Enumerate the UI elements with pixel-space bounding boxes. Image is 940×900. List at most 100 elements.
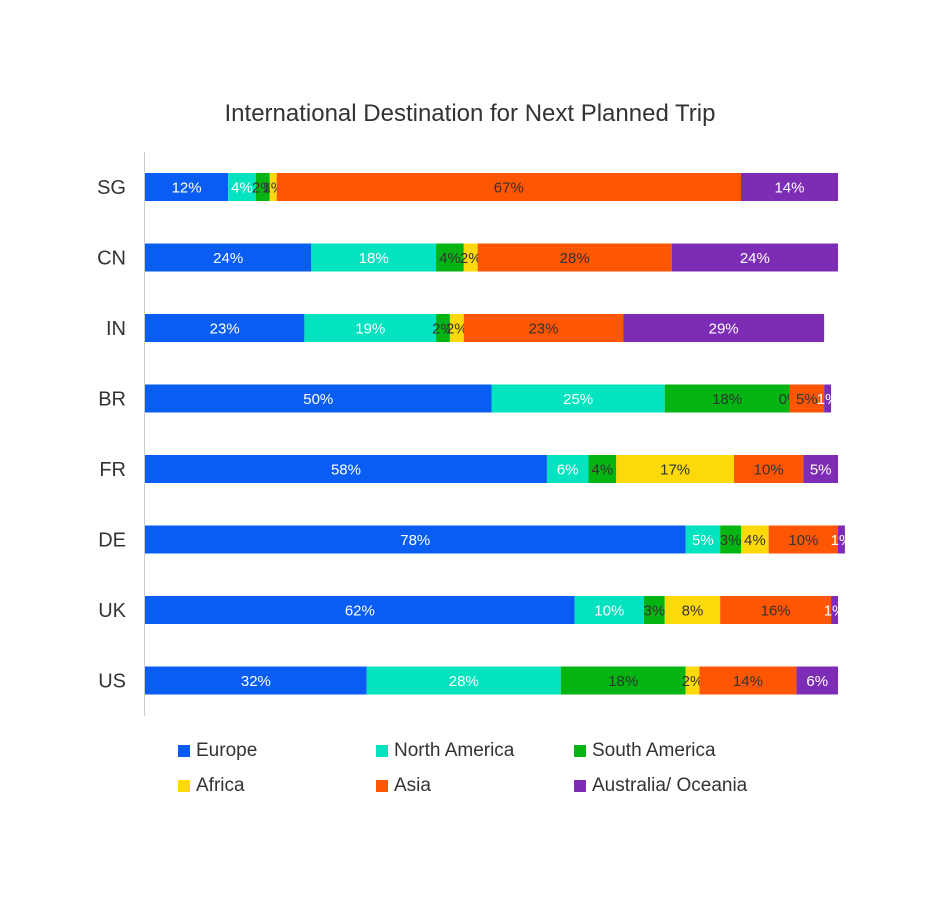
data-label-us-asia: 14% — [733, 673, 763, 690]
data-label-cn-asia: 28% — [560, 250, 590, 267]
bar-sg-asia — [276, 173, 741, 201]
legend-label-north-america: North America — [394, 740, 515, 761]
legend-swatch-asia — [376, 780, 388, 792]
data-label-cn-north-america: 18% — [359, 250, 389, 267]
bar-sg-africa — [269, 173, 277, 201]
data-label-fr-north-america: 6% — [557, 462, 579, 479]
data-label-us-australia-oceania: 6% — [806, 673, 828, 690]
data-label-uk-africa: 8% — [682, 603, 704, 620]
data-label-sg-north-america: 4% — [231, 180, 253, 197]
data-label-uk-north-america: 10% — [594, 603, 624, 620]
category-label-de: DE — [98, 530, 126, 552]
data-label-fr-europe: 58% — [331, 462, 361, 479]
data-label-uk-asia: 16% — [761, 603, 791, 620]
data-label-sg-asia: 67% — [494, 180, 524, 197]
bar-de-europe — [145, 525, 686, 554]
bar-de-asia — [768, 525, 838, 554]
bar-cn-north-america — [311, 243, 437, 272]
bar-us-africa — [685, 666, 700, 695]
data-label-in-asia: 23% — [528, 321, 558, 338]
bar-cn-australia-oceania — [671, 243, 838, 272]
legend-label-australia-oceania: Australia/ Oceania — [592, 775, 748, 796]
legend-swatch-australia-oceania — [574, 780, 586, 792]
bar-us-north-america — [366, 666, 561, 695]
data-label-in-australia-oceania: 29% — [709, 321, 739, 338]
legend-label-europe: Europe — [196, 740, 258, 761]
bar-us-asia — [699, 666, 797, 695]
legend-item-europe: Europe — [178, 740, 257, 762]
data-label-fr-asia: 10% — [754, 462, 784, 479]
data-label-sg-south-america: 2% — [252, 180, 274, 197]
data-label-sg-europe: 12% — [172, 180, 202, 197]
legend-swatch-europe — [178, 745, 190, 757]
data-label-de-australia-oceania: 1% — [831, 532, 853, 549]
bar-de-south-america — [720, 525, 741, 554]
legend-item-africa: Africa — [178, 775, 245, 797]
data-label-br-australia-oceania: 1% — [817, 391, 839, 408]
data-label-in-africa: 2% — [446, 321, 468, 338]
bar-br-europe — [145, 384, 492, 413]
data-label-de-africa: 4% — [744, 532, 766, 549]
category-label-uk: UK — [98, 600, 126, 622]
bar-fr-australia-oceania — [803, 455, 838, 483]
legend-item-asia: Asia — [376, 775, 431, 797]
data-label-de-north-america: 5% — [692, 532, 714, 549]
data-label-sg-australia-oceania: 14% — [774, 180, 804, 197]
data-label-uk-australia-oceania: 1% — [824, 603, 846, 620]
bar-in-africa — [449, 314, 464, 342]
legend-item-south-america: South America — [574, 740, 716, 762]
data-label-de-asia: 10% — [788, 532, 818, 549]
bar-uk-asia — [720, 596, 832, 624]
data-label-fr-africa: 17% — [660, 462, 690, 479]
bar-sg-europe — [145, 173, 229, 201]
category-label-us: US — [98, 671, 126, 693]
legend-swatch-north-america — [376, 745, 388, 757]
legend-label-south-america: South America — [592, 740, 716, 761]
category-label-cn: CN — [97, 248, 126, 270]
data-label-cn-australia-oceania: 24% — [740, 250, 770, 267]
bar-sg-north-america — [228, 173, 256, 201]
bar-uk-africa — [664, 596, 721, 624]
category-label-sg: SG — [97, 177, 126, 199]
bar-uk-south-america — [643, 596, 665, 624]
data-label-us-north-america: 28% — [449, 673, 479, 690]
data-label-de-europe: 78% — [400, 532, 430, 549]
data-label-br-north-america: 25% — [563, 391, 593, 408]
data-label-fr-south-america: 4% — [592, 462, 614, 479]
bar-br-asia — [789, 384, 825, 413]
legend-item-australia-oceania: Australia/ Oceania — [574, 775, 747, 797]
bar-cn-europe — [145, 243, 312, 272]
data-label-in-europe: 23% — [210, 321, 240, 338]
category-label-fr: FR — [99, 459, 126, 481]
bar-sg-south-america — [255, 173, 270, 201]
bar-br-south-america — [664, 384, 790, 413]
data-label-fr-australia-oceania: 5% — [810, 462, 832, 479]
data-label-br-south-america: 18% — [712, 391, 742, 408]
bar-de-australia-oceania — [838, 525, 845, 554]
data-label-us-europe: 32% — [241, 673, 271, 690]
data-label-cn-south-america: 4% — [439, 250, 461, 267]
bar-de-africa — [740, 525, 769, 554]
bar-fr-europe — [145, 455, 547, 483]
bar-cn-south-america — [436, 243, 464, 272]
data-label-in-south-america: 2% — [432, 321, 454, 338]
data-label-us-africa: 2% — [682, 673, 704, 690]
legend-label-africa: Africa — [196, 775, 245, 796]
legend-swatch-africa — [178, 780, 190, 792]
bar-uk-europe — [145, 596, 575, 624]
data-label-cn-europe: 24% — [213, 250, 243, 267]
bar-fr-south-america — [588, 455, 617, 483]
legend-label-asia: Asia — [394, 775, 431, 796]
data-label-br-europe: 50% — [303, 391, 333, 408]
category-labels: SG CN IN BR FR DE UK US — [97, 177, 127, 693]
bar-cn-africa — [463, 243, 478, 272]
legend-swatch-south-america — [574, 745, 586, 757]
bar-sg-australia-oceania — [740, 173, 838, 201]
data-label-cn-africa: 2% — [460, 250, 482, 267]
data-label-in-north-america: 19% — [355, 321, 385, 338]
data-label-uk-europe: 62% — [345, 603, 375, 620]
bar-uk-north-america — [574, 596, 644, 624]
bar-us-europe — [145, 666, 367, 695]
bar-us-south-america — [560, 666, 686, 695]
